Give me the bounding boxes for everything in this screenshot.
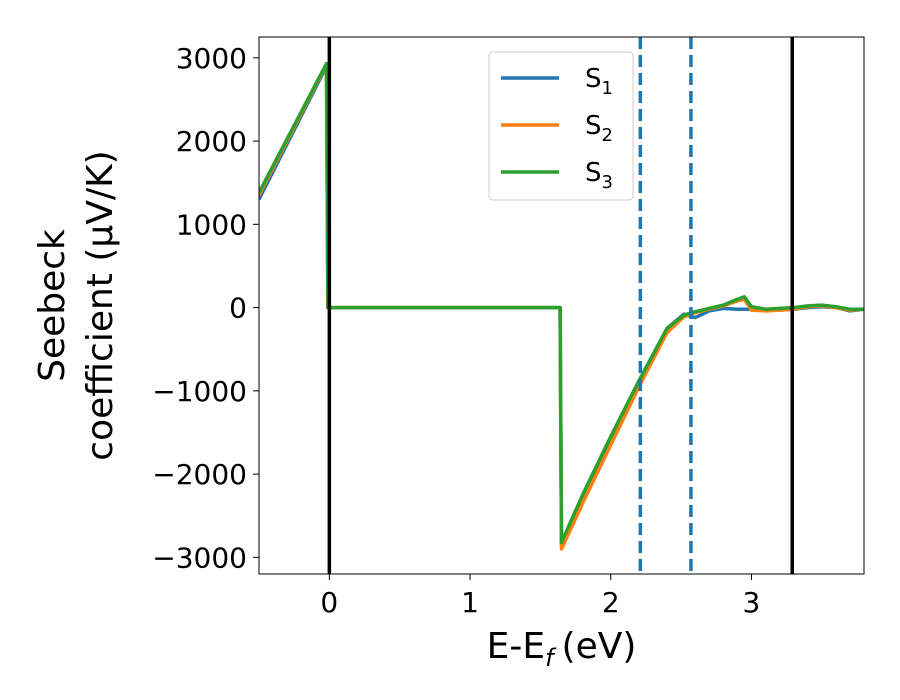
- x-tick-label: 2: [602, 586, 620, 619]
- y-tick-label: 0: [229, 292, 247, 325]
- legend-box: [488, 51, 634, 201]
- plot-area: [259, 37, 864, 574]
- x-axis-title-main: E-E: [487, 626, 545, 667]
- y-tick-label: −2000: [152, 458, 247, 491]
- y-tick-label: −1000: [152, 375, 247, 408]
- y-tick-label: 3000: [176, 42, 247, 75]
- legend-label-s2: S2: [585, 111, 613, 146]
- legend-label-s1: S1: [585, 64, 613, 99]
- x-tick-label: 1: [461, 586, 479, 619]
- y-tick-label: 2000: [176, 125, 247, 158]
- plot-content: [259, 37, 864, 574]
- plot-frame: [258, 36, 865, 575]
- x-axis-title-unit: (eV): [562, 626, 637, 667]
- y-axis: 3000 2000 1000 0 −1000 −2000 −3000: [152, 42, 259, 574]
- x-axis-title: E-Ef (eV): [487, 626, 637, 672]
- y-tick-label: 1000: [176, 208, 247, 241]
- y-axis-title-line2: coefficient (μV/K): [80, 150, 121, 460]
- x-tick-label: 0: [320, 586, 338, 619]
- legend: S1 S2 S3: [488, 51, 634, 201]
- y-axis-title-line1: Seebeck: [32, 229, 73, 382]
- y-tick-label: −3000: [152, 541, 247, 574]
- legend-label-s3: S3: [585, 158, 613, 193]
- x-axis-title-sub: f: [545, 644, 557, 672]
- x-tick-label: 3: [743, 586, 761, 619]
- series-line-s3: [259, 61, 864, 545]
- x-axis: 0 1 2 3: [320, 574, 760, 619]
